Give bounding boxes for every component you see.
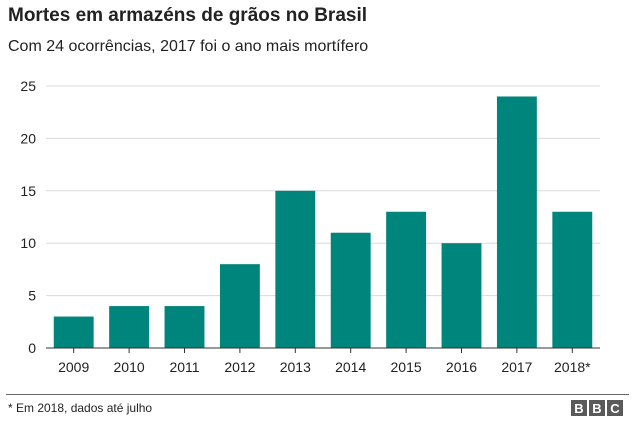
x-tick-label: 2010 <box>114 359 145 375</box>
bars <box>53 96 593 348</box>
bbc-logo-letter: B <box>571 400 587 416</box>
bar-2010 <box>109 306 150 348</box>
chart-title: Mortes em armazéns de grãos no Brasil <box>8 5 368 26</box>
y-tick-label: 0 <box>28 340 36 356</box>
y-tick-label: 10 <box>20 235 36 251</box>
y-axis-ticks: 0 5 10 15 20 25 <box>20 78 36 356</box>
footer-divider <box>6 394 629 395</box>
x-axis-ticks: 2009 2010 2011 2012 2013 2014 2015 2016 2017 2018… <box>58 348 591 375</box>
bar-2013 <box>275 190 316 348</box>
x-tick-label: 2014 <box>335 359 366 375</box>
bar-2012 <box>219 264 260 348</box>
y-tick-label: 25 <box>20 78 36 94</box>
footnote: * Em 2018, dados até julho <box>8 401 153 415</box>
x-tick-label: 2009 <box>58 359 89 375</box>
y-tick-label: 20 <box>20 130 36 146</box>
x-tick-label: 2015 <box>391 359 422 375</box>
bar-2011 <box>164 306 205 348</box>
bar-2018 <box>552 211 593 348</box>
bbc-logo-letter: B <box>589 400 605 416</box>
y-tick-label: 5 <box>28 288 36 304</box>
chart-subtitle: Com 24 ocorrências, 2017 foi o ano mais … <box>8 38 369 55</box>
bbc-logo: B B C <box>571 400 623 416</box>
x-tick-label: 2018* <box>554 359 591 375</box>
bbc-logo-letter: C <box>607 400 623 416</box>
x-tick-label: 2017 <box>501 359 532 375</box>
y-tick-label: 15 <box>20 183 36 199</box>
x-tick-label: 2013 <box>280 359 311 375</box>
x-tick-label: 2011 <box>169 359 199 375</box>
bar-2017 <box>496 96 537 348</box>
bar-2009 <box>53 316 94 348</box>
bar-2015 <box>386 211 427 348</box>
x-tick-label: 2012 <box>224 359 255 375</box>
bar-2014 <box>330 232 371 348</box>
x-tick-label: 2016 <box>446 359 477 375</box>
bar-2016 <box>441 243 482 348</box>
